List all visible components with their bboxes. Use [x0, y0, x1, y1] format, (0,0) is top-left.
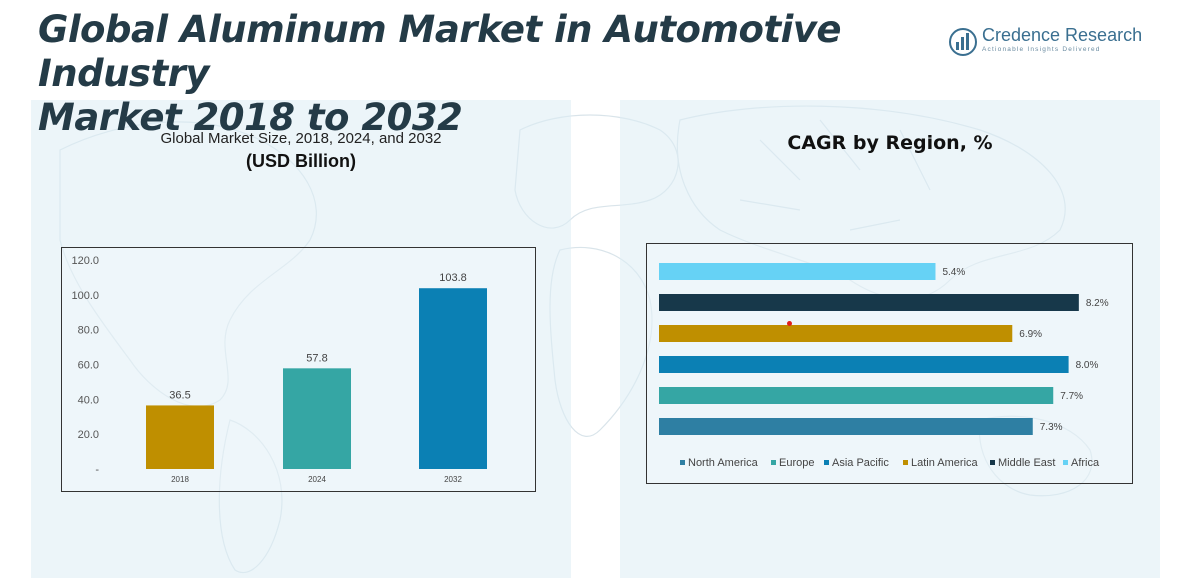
credence-research-logo: Credence Research Actionable Insights De… — [948, 24, 1148, 60]
page-title-line-2: Market 2018 to 2032 — [38, 96, 463, 139]
y-tick-label: 120.0 — [71, 255, 99, 267]
y-tick-label: 100.0 — [71, 290, 99, 302]
bar-africa — [659, 263, 936, 280]
market-size-subtitle: Global Market Size, 2018, 2024, and 2032 — [160, 130, 442, 147]
legend-swatch — [1063, 460, 1068, 465]
bar-value-label: 5.4% — [942, 267, 965, 278]
bar-latin-america — [659, 325, 1013, 342]
bar-value-label: 7.7% — [1060, 391, 1083, 402]
x-tick-label: 2032 — [444, 475, 462, 484]
legend-label: Asia Pacific — [832, 457, 889, 469]
logo-name: Credence Research — [982, 25, 1143, 45]
bar-2018 — [146, 405, 214, 469]
logo-tagline: Actionable Insights Delivered — [982, 46, 1101, 53]
y-tick-label: - — [95, 464, 99, 476]
x-tick-label: 2024 — [308, 475, 326, 484]
bar-2024 — [283, 368, 351, 469]
bar-value-label: 103.8 — [439, 272, 467, 284]
cagr-chart: 5.4% 8.2% 6.9% 8.0% 7.7% 7.3% North America Eur… — [659, 263, 1109, 469]
y-tick-label: 20.0 — [78, 429, 99, 441]
red-marker-dot — [787, 321, 792, 326]
market-size-unit: (USD Billion) — [246, 151, 356, 171]
market-size-chart: - 20.0 40.0 60.0 80.0 100.0 120.0 36.5 2018 57.8 2… — [71, 255, 487, 484]
page-title-line-1: Global Aluminum Market in Automotive Ind… — [38, 8, 842, 95]
legend-label: Latin America — [911, 457, 979, 469]
legend-swatch — [771, 460, 776, 465]
legend-swatch — [903, 460, 908, 465]
cagr-title: CAGR by Region, % — [787, 132, 993, 154]
bar-chart-logo-icon — [949, 28, 977, 56]
bar-europe — [659, 387, 1054, 404]
bar-middle-east — [659, 294, 1079, 311]
legend-label: Europe — [779, 457, 814, 469]
x-tick-label: 2018 — [171, 475, 189, 484]
legend-label: North America — [688, 457, 759, 469]
legend-label: Middle East — [998, 457, 1055, 469]
y-tick-label: 40.0 — [78, 394, 99, 406]
bar-value-label: 8.0% — [1076, 360, 1099, 371]
bar-value-label: 6.9% — [1019, 329, 1042, 340]
bar-value-label: 57.8 — [306, 352, 327, 364]
legend-swatch — [824, 460, 829, 465]
bar-asia-pacific — [659, 356, 1069, 373]
legend-swatch — [990, 460, 995, 465]
y-tick-label: 80.0 — [78, 325, 99, 337]
bar-north-america — [659, 418, 1033, 435]
bar-value-label: 36.5 — [169, 389, 190, 401]
page-title: Global Aluminum Market in Automotive Ind… — [38, 8, 938, 140]
bar-2032 — [419, 288, 487, 469]
cagr-chart-frame: 5.4% 8.2% 6.9% 8.0% 7.7% 7.3% North America Eur… — [646, 243, 1133, 484]
y-tick-label: 60.0 — [78, 360, 99, 372]
legend-label: Africa — [1071, 457, 1100, 469]
bar-value-label: 8.2% — [1086, 298, 1109, 309]
market-size-chart-frame: - 20.0 40.0 60.0 80.0 100.0 120.0 36.5 2018 57.8 2… — [61, 247, 536, 492]
legend-swatch — [680, 460, 685, 465]
bar-value-label: 7.3% — [1040, 422, 1063, 433]
